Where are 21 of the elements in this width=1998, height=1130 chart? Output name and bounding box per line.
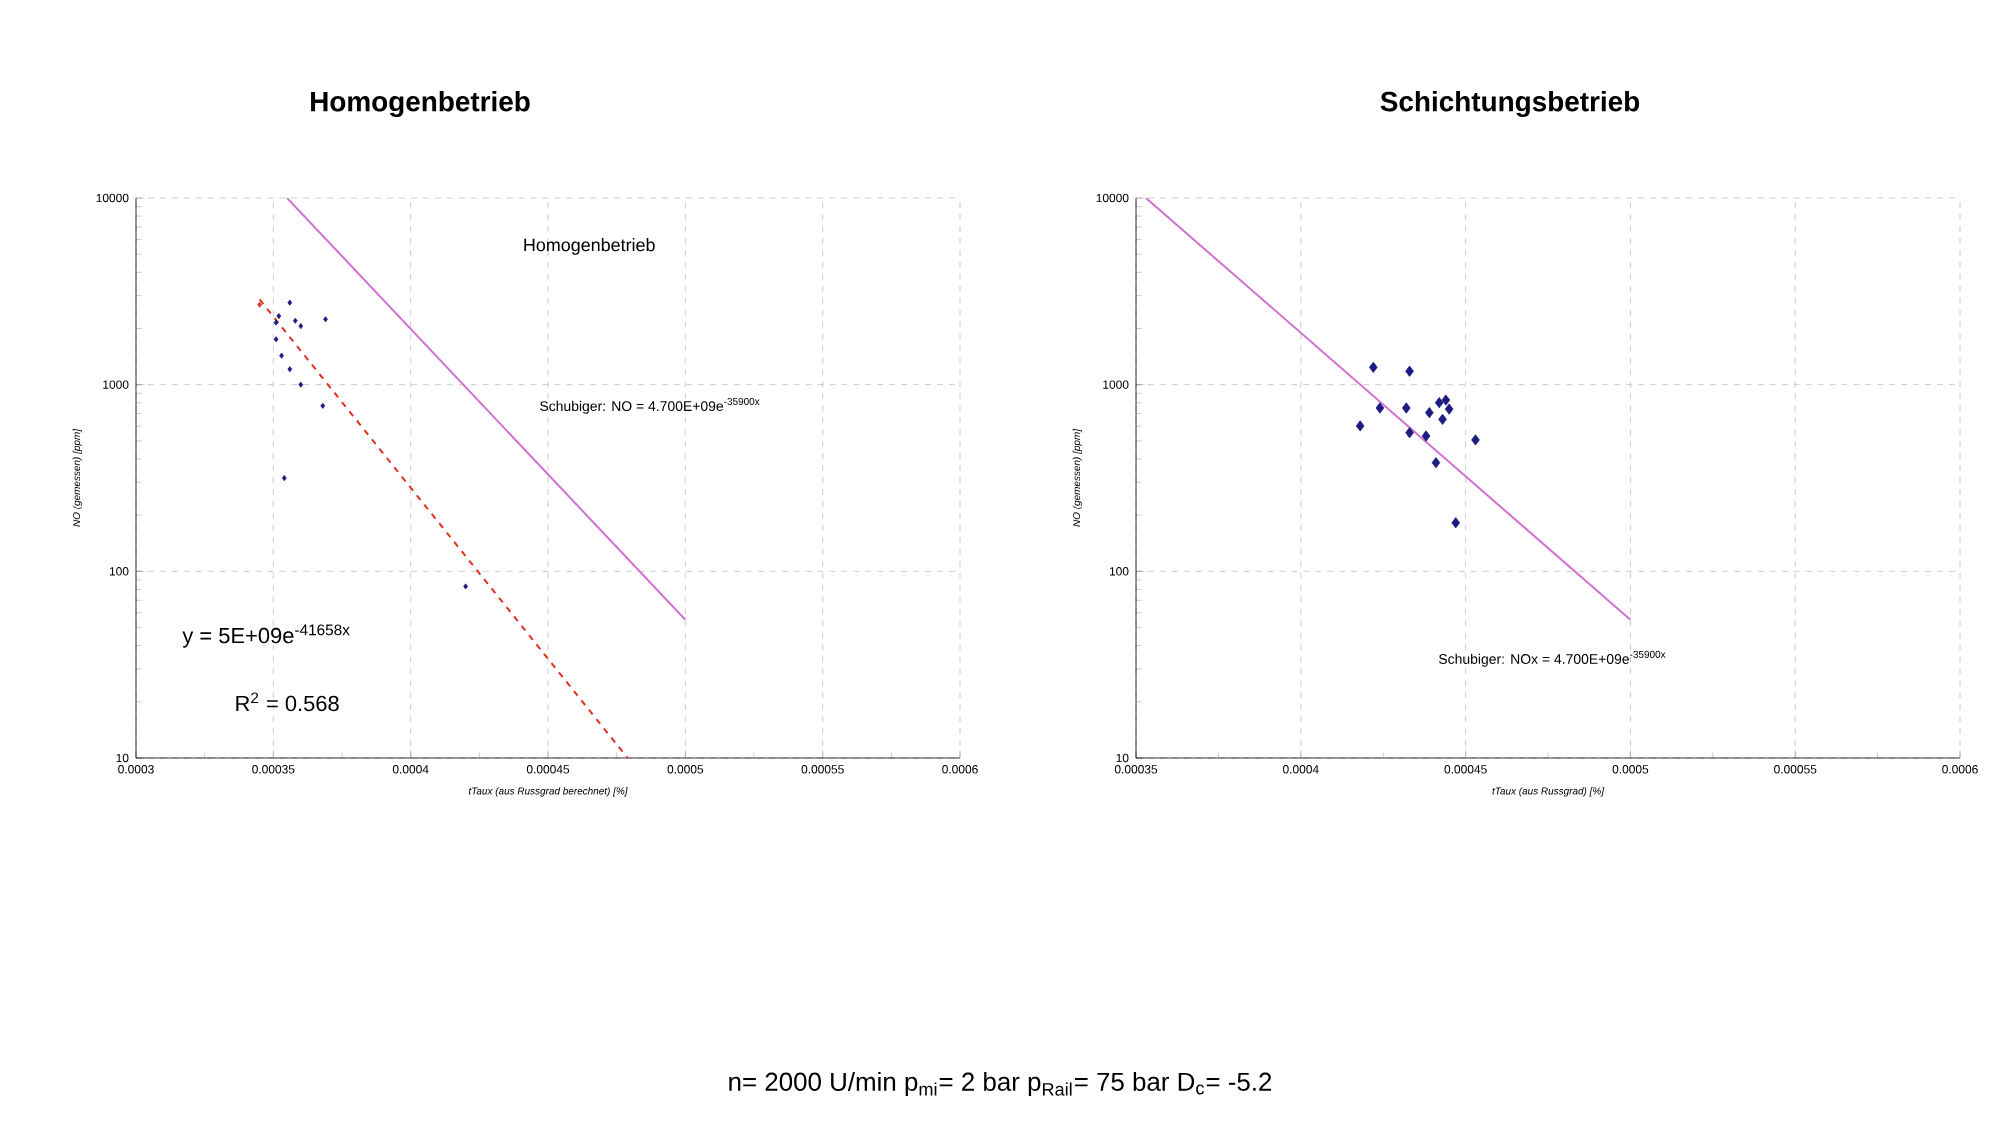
chart-title: Homogenbetrieb [311,90,530,118]
point [1441,394,1451,406]
point [1405,427,1414,439]
annotation: y = 5E+09e$^{-41658x}$ [182,624,350,648]
point [1438,413,1447,425]
text: n= 2000 U/min p$_{mi}$= 2 bar p$_{Rail}$= 75 bar D$_{c}$= -5.2 [729,1071,1272,1097]
point [1421,430,1431,442]
point [1402,402,1411,414]
chart-title: Schichtungsbetrieb [1380,90,1640,118]
point [1369,361,1378,373]
point [1425,407,1434,419]
point [1355,420,1365,432]
point [1434,397,1444,409]
point [1471,434,1480,446]
point [1451,517,1461,529]
point [1444,403,1454,415]
annotation: R$^{2}$ = 0.568 [236,692,339,712]
annotation: Homogenbetrieb [524,238,655,255]
point [1375,402,1385,414]
point [1431,457,1441,469]
point [1405,365,1414,377]
